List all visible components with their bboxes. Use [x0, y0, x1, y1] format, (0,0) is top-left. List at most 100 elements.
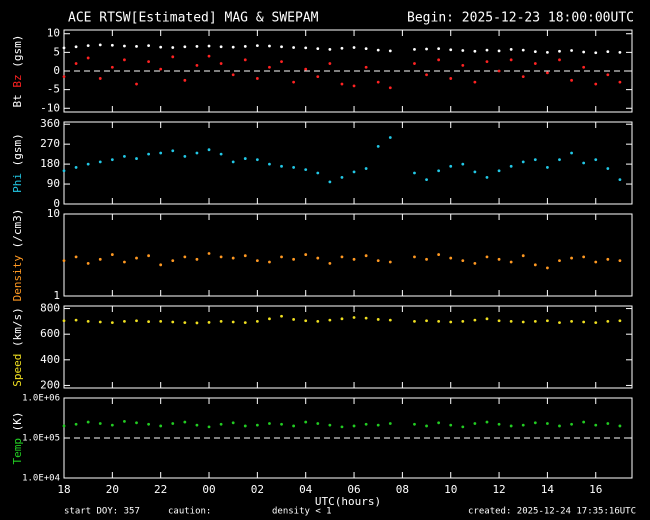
- data-point: [123, 319, 126, 323]
- data-point: [461, 259, 465, 263]
- data-point: [582, 50, 586, 54]
- data-point: [135, 319, 138, 323]
- data-point: [340, 176, 344, 179]
- data-point: [280, 45, 283, 49]
- y-tick-label: 180: [40, 157, 60, 170]
- data-point: [280, 422, 283, 426]
- begin-time: Begin: 2025-12-23 18:00:00UTC: [407, 11, 634, 26]
- caution-label: caution:: [168, 507, 211, 517]
- data-point: [352, 84, 356, 88]
- data-point: [546, 50, 549, 54]
- y-tick-label: 1: [53, 289, 60, 302]
- data-point: [110, 43, 114, 47]
- data-point: [123, 44, 126, 48]
- data-point: [509, 47, 513, 51]
- data-point: [582, 420, 586, 424]
- data-point: [497, 49, 501, 53]
- plot-frame: [63, 213, 633, 297]
- data-point: [195, 257, 199, 261]
- data-point: [147, 422, 150, 426]
- data-point: [473, 422, 477, 425]
- data-point: [147, 320, 150, 324]
- data-point: [533, 62, 537, 65]
- data-point: [74, 318, 78, 322]
- y-tick-label: 1.0E+06: [22, 394, 60, 404]
- data-point: [62, 169, 66, 173]
- data-point: [364, 254, 368, 258]
- data-point: [570, 422, 573, 426]
- plot-frame: [63, 121, 633, 205]
- data-point: [546, 71, 549, 75]
- data-point: [413, 47, 416, 51]
- data-point: [86, 162, 90, 166]
- data-point: [268, 422, 271, 425]
- data-point: [86, 261, 90, 265]
- data-point: [533, 421, 537, 425]
- data-point: [135, 45, 138, 48]
- data-point: [195, 64, 199, 67]
- data-point: [413, 255, 416, 259]
- y-label-part: Bz: [11, 68, 24, 88]
- data-point: [546, 422, 549, 425]
- data-point: [292, 80, 296, 84]
- data-point: [98, 43, 102, 47]
- data-point: [183, 78, 187, 82]
- data-point: [388, 318, 392, 322]
- data-point: [461, 49, 465, 52]
- y-tick-label: 10: [47, 207, 60, 220]
- data-point: [594, 158, 598, 162]
- data-point: [255, 158, 259, 162]
- data-point: [594, 423, 598, 427]
- x-tick-label: 16: [589, 483, 602, 496]
- data-point: [425, 47, 428, 51]
- y-tick-label: 270: [40, 137, 60, 150]
- data-point: [159, 67, 163, 71]
- data-point: [449, 48, 453, 52]
- y-label-part: (gsm): [11, 133, 24, 166]
- data-point: [268, 162, 271, 166]
- data-point: [582, 255, 586, 259]
- data-point: [473, 80, 477, 84]
- data-point: [316, 171, 320, 175]
- y-tick-label: 90: [47, 177, 60, 190]
- data-point: [558, 321, 561, 325]
- data-point: [533, 319, 537, 323]
- data-point: [437, 319, 441, 323]
- data-point: [304, 46, 308, 50]
- data-point: [521, 254, 525, 258]
- data-point: [425, 319, 428, 323]
- start-doy: start DOY: 357: [64, 507, 140, 517]
- data-point: [485, 420, 489, 424]
- data-point: [352, 46, 356, 49]
- data-point: [521, 160, 525, 164]
- data-point: [340, 317, 344, 321]
- data-point: [207, 252, 211, 255]
- data-point: [304, 168, 308, 172]
- data-point: [62, 46, 66, 50]
- data-point: [183, 154, 187, 158]
- data-point: [364, 316, 368, 320]
- data-point: [618, 259, 622, 263]
- data-point: [292, 166, 296, 169]
- data-point: [376, 80, 380, 84]
- data-point: [606, 257, 610, 261]
- data-point: [461, 162, 465, 166]
- data-point: [449, 164, 453, 168]
- data-point: [497, 69, 501, 73]
- data-point: [110, 158, 114, 162]
- created-time: created: 2025-12-24 17:35:16UTC: [468, 507, 636, 517]
- data-point: [485, 317, 489, 321]
- data-point: [606, 319, 610, 323]
- data-point: [425, 257, 428, 261]
- data-point: [558, 259, 561, 263]
- x-tick-label: 12: [492, 483, 505, 496]
- y-tick-label: 800: [40, 302, 60, 315]
- data-point: [98, 422, 102, 425]
- y-label-part: (/cm3): [11, 209, 24, 249]
- data-point: [243, 424, 247, 428]
- y-tick-label: -5: [47, 83, 60, 96]
- data-point: [316, 319, 320, 323]
- data-point: [570, 49, 573, 52]
- data-point: [558, 49, 561, 53]
- data-point: [304, 253, 308, 256]
